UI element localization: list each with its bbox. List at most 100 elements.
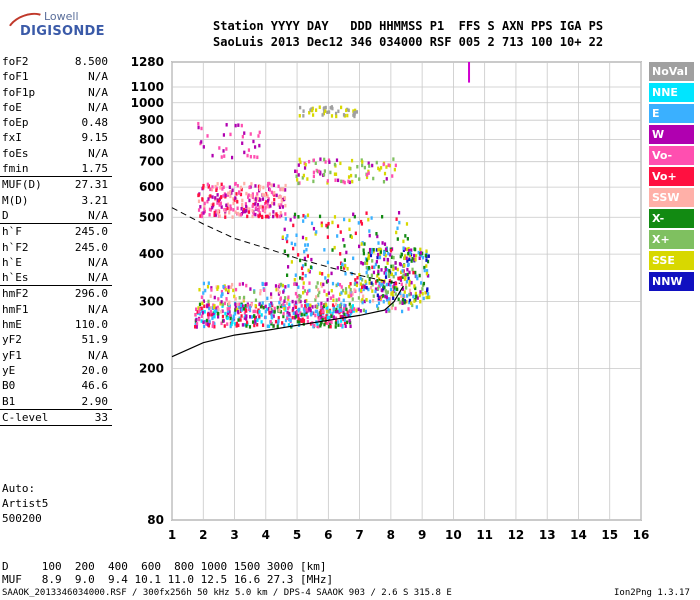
echo-point bbox=[224, 311, 227, 316]
echo-point bbox=[227, 289, 230, 293]
legend-item: Vo- bbox=[649, 146, 694, 165]
echo-point bbox=[410, 259, 413, 263]
param-value: N/A bbox=[88, 146, 108, 160]
echo-point bbox=[381, 283, 384, 287]
echo-point bbox=[220, 155, 223, 159]
echo-point bbox=[394, 306, 397, 311]
echo-point bbox=[240, 123, 243, 128]
echo-point bbox=[335, 298, 338, 302]
echo-point bbox=[254, 298, 258, 303]
echo-point bbox=[423, 268, 426, 273]
echo-point bbox=[370, 247, 373, 252]
echo-point bbox=[202, 186, 205, 190]
echo-point bbox=[321, 282, 324, 287]
echo-point bbox=[395, 217, 398, 221]
echo-point bbox=[370, 281, 373, 285]
echo-point bbox=[286, 306, 290, 311]
echo-point bbox=[307, 268, 310, 273]
echo-point bbox=[224, 207, 227, 212]
echo-point bbox=[256, 203, 260, 207]
echo-point bbox=[217, 285, 220, 289]
echo-point bbox=[391, 174, 394, 178]
echo-point bbox=[301, 271, 304, 276]
echo-point bbox=[392, 274, 395, 279]
echo-point bbox=[332, 298, 335, 303]
echo-point bbox=[354, 108, 357, 113]
echo-point bbox=[405, 222, 409, 226]
echo-point bbox=[208, 213, 211, 217]
echo-point bbox=[397, 211, 401, 215]
x-tick-label: 11 bbox=[476, 528, 493, 542]
echo-point bbox=[238, 296, 241, 300]
echo-point bbox=[399, 254, 402, 259]
echo-point bbox=[239, 192, 243, 197]
echo-point bbox=[202, 291, 205, 295]
echo-point bbox=[232, 315, 235, 320]
echo-point bbox=[394, 292, 397, 296]
param-value: 8.500 bbox=[74, 55, 108, 68]
echo-point bbox=[426, 273, 430, 278]
echo-point bbox=[375, 248, 378, 252]
echo-point bbox=[385, 297, 389, 302]
echo-point bbox=[370, 273, 373, 278]
echo-point bbox=[243, 311, 247, 315]
echo-point bbox=[282, 187, 285, 191]
muf-row: MUF 8.9 9.0 9.4 10.1 11.0 12.5 16.6 27.3… bbox=[2, 573, 334, 586]
echo-point bbox=[386, 290, 389, 294]
echo-point bbox=[233, 198, 236, 203]
echo-point bbox=[283, 323, 286, 327]
param-row: yF1 N/A bbox=[0, 348, 112, 363]
echo-point bbox=[236, 200, 239, 204]
echo-point bbox=[391, 290, 394, 295]
echo-point bbox=[376, 278, 379, 283]
echo-point bbox=[237, 190, 241, 194]
echo-point bbox=[253, 155, 256, 159]
echo-point bbox=[392, 296, 395, 301]
echo-point bbox=[303, 289, 307, 293]
echo-point bbox=[332, 315, 335, 319]
echo-point bbox=[239, 309, 242, 313]
echo-point bbox=[349, 324, 352, 329]
echo-point bbox=[375, 160, 378, 165]
grid bbox=[171, 61, 642, 521]
echo-point bbox=[201, 301, 204, 306]
echo-point bbox=[379, 296, 382, 300]
echo-point bbox=[348, 291, 351, 295]
echo-point bbox=[385, 177, 388, 181]
y-tick-label: 600 bbox=[139, 180, 164, 194]
param-value: 9.15 bbox=[81, 131, 109, 145]
echo-point bbox=[224, 215, 227, 219]
echo-point bbox=[369, 285, 373, 290]
echo-point bbox=[393, 167, 396, 172]
echo-point bbox=[220, 289, 224, 294]
echo-point bbox=[406, 267, 409, 272]
echo-point bbox=[203, 209, 207, 214]
echo-point bbox=[344, 287, 348, 291]
echo-point bbox=[234, 308, 237, 312]
echo-point bbox=[367, 217, 370, 222]
echo-point bbox=[377, 252, 380, 257]
echo-point bbox=[220, 205, 223, 209]
echo-point bbox=[339, 252, 342, 256]
echo-point bbox=[342, 310, 345, 315]
echo-point bbox=[397, 276, 400, 281]
echo-point bbox=[386, 268, 389, 272]
echo-point bbox=[270, 301, 273, 305]
echo-point bbox=[389, 283, 392, 287]
echo-point bbox=[196, 310, 199, 314]
echo-point bbox=[224, 193, 227, 198]
param-name: MUF(D) bbox=[2, 178, 42, 192]
echo-point bbox=[304, 243, 307, 247]
echo-point bbox=[329, 106, 332, 110]
echo-point bbox=[219, 201, 222, 206]
echo-point bbox=[322, 111, 326, 116]
echo-point bbox=[290, 260, 293, 264]
echo-point bbox=[291, 308, 294, 313]
echo-point bbox=[386, 258, 390, 262]
param-value: 110.0 bbox=[74, 318, 108, 332]
echo-point bbox=[387, 297, 390, 301]
echo-point bbox=[402, 297, 405, 302]
echo-point bbox=[290, 241, 293, 246]
echo-point bbox=[374, 289, 377, 294]
echo-point bbox=[364, 279, 367, 284]
